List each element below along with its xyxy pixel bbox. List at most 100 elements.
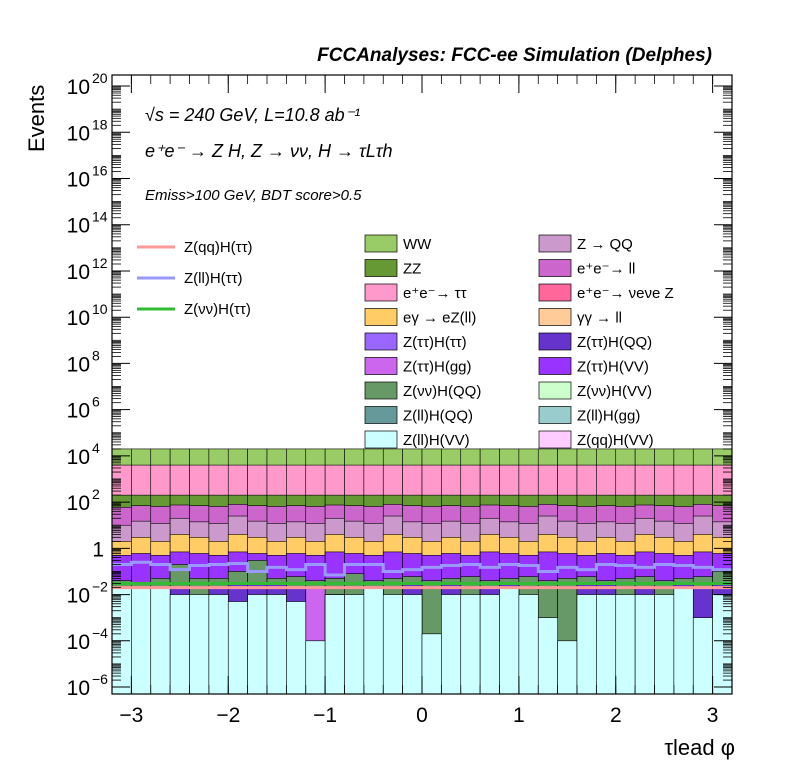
bar	[537, 617, 558, 695]
y-tick-label-13: 10	[67, 76, 90, 99]
legend-swatch-10	[364, 357, 398, 375]
bar	[460, 594, 481, 695]
signal-lines	[112, 560, 732, 590]
x-tick-label-6: 3	[707, 704, 719, 727]
y-tick-exp-13: 20	[92, 70, 108, 86]
bar	[247, 594, 268, 695]
bar	[208, 594, 229, 695]
legend-label-bkg-5: e⁺e⁻→ νeνe Z	[577, 285, 674, 302]
annotation-process: e⁺e⁻ → Z H, Z → νν, H → τLτh	[145, 141, 393, 161]
y-tick-exp-6: 6	[92, 394, 100, 410]
bar	[615, 594, 636, 695]
y-tick-label-2: 10	[67, 585, 90, 608]
legend-swatch-12	[364, 381, 398, 400]
y-tick-label-12: 10	[67, 122, 90, 145]
y-tick-exp-5: 4	[92, 440, 100, 456]
y-tick-label-5: 10	[67, 446, 90, 469]
legend-label-bkg-11: Z(ττ)H(VV)	[577, 359, 649, 376]
signal-line-1	[112, 560, 732, 577]
legend-label-bkg-17: Z(qq)H(VV)	[577, 432, 654, 449]
bar	[266, 594, 287, 695]
x-tick-label-5: 2	[610, 704, 622, 727]
legend-label-signal-0: Z(qq)H(ττ)	[184, 239, 253, 256]
legend-label-bkg-7: γγ → ll	[577, 310, 622, 327]
legend-swatch-16	[364, 430, 398, 449]
x-tick-label-1: −2	[216, 704, 240, 727]
bar	[596, 594, 617, 695]
y-tick-exp-4: 2	[92, 486, 100, 502]
bar	[499, 587, 520, 695]
y-tick-label-10: 10	[67, 215, 90, 238]
bar	[363, 587, 384, 695]
legend-swatch-6	[364, 308, 398, 326]
x-axis-title: τlead φ	[664, 735, 735, 760]
bar	[324, 594, 345, 695]
stacked-bars	[111, 448, 733, 695]
bar	[421, 633, 442, 695]
bar	[227, 601, 248, 695]
y-tick-exp-9: 12	[92, 255, 108, 271]
legend-label-bkg-2: ZZ	[403, 261, 421, 278]
legend-label-bkg-12: Z(νν)H(QQ)	[403, 383, 481, 400]
legend-swatch-11	[538, 357, 572, 375]
bar	[634, 594, 655, 695]
y-tick-exp-12: 18	[92, 116, 108, 132]
x-axis-ticks: −3 −2 −1 0 1 2 3	[111, 75, 733, 727]
legend-swatch-1	[538, 234, 572, 253]
y-tick-label-9: 10	[67, 261, 90, 284]
legend-label-bkg-10: Z(ττ)H(gg)	[403, 359, 472, 376]
bar	[286, 601, 307, 695]
bar	[673, 587, 694, 695]
bar	[131, 587, 152, 695]
legend-swatch-5	[538, 283, 572, 302]
x-tick-label-4: 1	[513, 704, 525, 727]
y-tick-exp-2: −2	[92, 579, 108, 595]
y-axis-title: Events	[24, 85, 49, 152]
legend-label-bkg-15: Z(ll)H(gg)	[577, 408, 640, 425]
y-tick-exp-10: 14	[92, 209, 108, 225]
legend-label-bkg-3: e⁺e⁻→ ll	[577, 261, 635, 278]
legend-swatch-7	[538, 308, 572, 326]
legend-label-signal-2: Z(νν)H(ττ)	[184, 301, 251, 318]
legend-swatch-14	[364, 406, 398, 424]
y-tick-exp-8: 10	[92, 301, 108, 317]
legend-label-bkg-0: WW	[403, 236, 432, 253]
legend-swatch-8	[364, 332, 398, 351]
x-tick-label-2: −1	[313, 704, 337, 727]
layer-11	[111, 587, 733, 695]
legend-swatch-4	[364, 283, 398, 302]
y-tick-label-11: 10	[67, 169, 90, 192]
chart-header: FCCAnalyses: FCC-ee Simulation (Delphes)	[317, 45, 712, 66]
legend-label-bkg-8: Z(ττ)H(ττ)	[403, 334, 467, 351]
legend-swatch-15	[538, 406, 572, 424]
legend: Z(qq)H(ττ) Z(ll)H(ττ) Z(νν)H(ττ) WW Z → QQ ZZ…	[137, 234, 674, 449]
bar	[382, 594, 403, 695]
bar	[441, 594, 462, 695]
legend-swatch-2	[364, 259, 398, 277]
bar	[557, 640, 578, 695]
legend-swatch-9	[538, 332, 572, 351]
y-tick-exp-0: −6	[92, 671, 108, 687]
x-tick-label-3: 0	[416, 704, 428, 727]
bar	[518, 594, 539, 695]
legend-label-bkg-4: e⁺e⁻→ ττ	[403, 285, 467, 302]
y-tick-exp-1: −4	[92, 625, 108, 641]
y-tick-exp-11: 16	[92, 163, 108, 179]
bar	[169, 594, 190, 695]
legend-label-bkg-16: Z(ll)H(VV)	[403, 432, 470, 449]
bar	[479, 594, 500, 695]
y-tick-label-0: 10	[67, 677, 90, 700]
legend-label-bkg-1: Z → QQ	[577, 236, 633, 253]
y-tick-label-4: 10	[67, 492, 90, 515]
legend-label-signal-1: Z(ll)H(ττ)	[184, 270, 243, 287]
bar	[576, 594, 597, 695]
y-tick-label-7: 10	[67, 353, 90, 376]
legend-label-bkg-6: eγ → eZ(ll)	[403, 310, 476, 327]
bar	[305, 640, 326, 695]
bar	[150, 587, 171, 695]
y-tick-label-6: 10	[67, 400, 90, 423]
bar	[692, 617, 713, 695]
y-tick-label-8: 10	[67, 307, 90, 330]
